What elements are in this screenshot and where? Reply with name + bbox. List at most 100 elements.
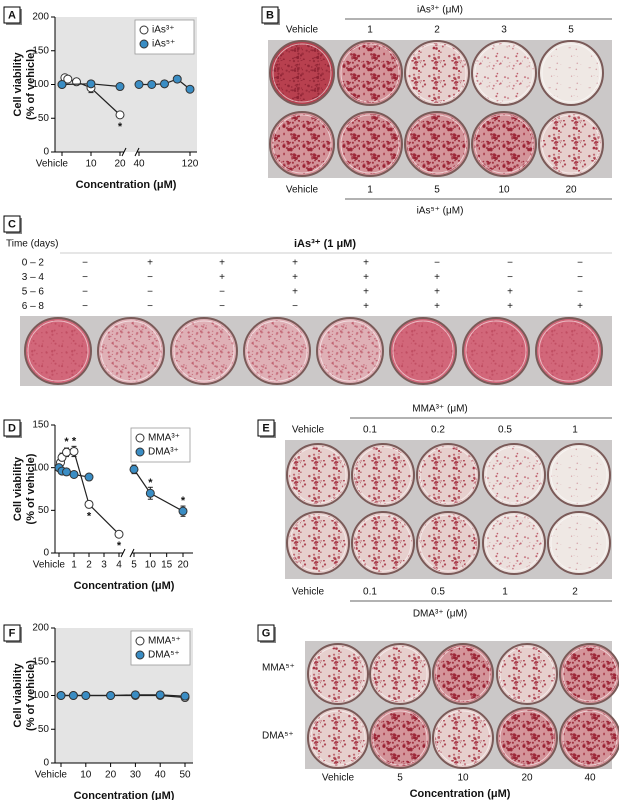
legend-swatch <box>135 636 145 646</box>
significance-marker: * <box>118 121 123 133</box>
axis-break <box>120 548 126 558</box>
column-label: 1 <box>572 425 578 436</box>
dish-rim <box>392 320 454 382</box>
x-tick-label: 40 <box>133 159 145 170</box>
cell-symbol: − <box>507 272 513 283</box>
y-axis-title: Cell viability <box>12 456 24 521</box>
data-point <box>115 110 125 120</box>
column-label: 5 <box>434 185 440 196</box>
column-label: 5 <box>397 773 403 784</box>
dish-texture <box>392 320 454 382</box>
column-label: 5 <box>568 25 574 36</box>
cell-symbol: − <box>147 301 153 312</box>
column-label: 2 <box>434 25 440 36</box>
dish-rim <box>499 646 555 702</box>
x-tick-label: 40 <box>155 770 167 781</box>
y-tick-label: 100 <box>32 690 49 701</box>
dish-texture <box>499 710 555 766</box>
dish-texture <box>407 114 467 174</box>
cell-symbol: − <box>577 272 583 283</box>
panel-label-box <box>261 6 279 24</box>
significance-marker: * <box>87 510 92 522</box>
panel-label-box <box>3 419 21 437</box>
cell-symbol: + <box>507 301 513 312</box>
x-tick-label: 20 <box>114 159 126 170</box>
legend-swatch <box>135 447 145 457</box>
dish-rim <box>538 320 600 382</box>
group-title: iAs⁵⁺ (μM) <box>417 206 464 217</box>
dish-rim <box>541 114 601 174</box>
y-tick-label: 0 <box>43 758 49 769</box>
dish-texture <box>541 43 601 103</box>
dish-rim <box>419 514 477 572</box>
column-label: 20 <box>521 773 533 784</box>
legend-label: DMA⁵⁺ <box>148 650 180 661</box>
x-tick-label: 30 <box>130 770 142 781</box>
cell-symbol: − <box>292 301 298 312</box>
cell-symbol: + <box>434 287 440 298</box>
data-point <box>86 79 96 89</box>
data-point <box>62 467 71 477</box>
dish-rim <box>407 43 467 103</box>
treatment-title: iAs³⁺ (1 μM) <box>294 238 356 250</box>
row-label: 6 – 8 <box>22 301 45 312</box>
cell-symbol: + <box>292 287 298 298</box>
column-label: Vehicle <box>286 25 319 36</box>
y-tick-label: 150 <box>32 45 49 56</box>
dish-texture <box>435 646 491 702</box>
column-label: 20 <box>565 185 577 196</box>
dish-rim <box>319 320 381 382</box>
cell-symbol: + <box>219 258 225 269</box>
dish-texture <box>435 710 491 766</box>
data-point <box>172 74 182 84</box>
row-label: 5 – 6 <box>22 287 45 298</box>
y-axis-title: Cell viability <box>12 52 24 117</box>
dish-texture <box>419 446 477 504</box>
data-point <box>145 488 155 498</box>
data-point <box>106 691 116 700</box>
data-point <box>114 529 124 539</box>
column-label: Vehicle <box>322 773 355 784</box>
significance-marker: * <box>72 435 77 447</box>
x-tick-label: 50 <box>179 770 191 781</box>
x-tick-label: 20 <box>105 770 117 781</box>
data-point <box>81 691 91 700</box>
dish-texture <box>474 43 534 103</box>
row-label: 3 – 4 <box>22 272 45 283</box>
cell-symbol: − <box>82 301 88 312</box>
significance-marker: * <box>148 477 153 489</box>
x-tick-label: 2 <box>86 560 92 571</box>
y-tick-label: 100 <box>32 462 49 473</box>
x-tick-label: 3 <box>101 560 107 571</box>
cell-symbol: + <box>363 258 369 269</box>
data-point <box>69 446 79 456</box>
dish-texture <box>310 710 366 766</box>
panel-label: F <box>9 627 16 639</box>
data-point <box>63 74 73 84</box>
dish-rim <box>474 43 534 103</box>
cell-symbol: − <box>82 258 88 269</box>
dish-rim <box>372 646 428 702</box>
legend-swatch <box>135 433 145 443</box>
significance-marker: * <box>117 540 122 552</box>
y-axis-title: (% of vehicle) <box>25 453 37 524</box>
dish-texture <box>27 320 89 382</box>
x-tick-label: Vehicle <box>36 159 69 170</box>
dish-rim <box>407 114 467 174</box>
dish-rim <box>562 646 618 702</box>
column-label: 0.5 <box>431 587 445 598</box>
column-label: 1 <box>367 25 373 36</box>
x-tick-label: 15 <box>161 560 173 571</box>
dish-rim <box>354 514 412 572</box>
column-label: Vehicle <box>292 587 325 598</box>
panel-label: D <box>8 422 16 434</box>
dish-rim <box>485 514 543 572</box>
legend-label: DMA³⁺ <box>148 447 179 458</box>
cell-symbol: − <box>577 287 583 298</box>
data-point <box>178 506 188 516</box>
dish-rim <box>550 446 608 504</box>
dish-rim <box>289 446 347 504</box>
cell-symbol: + <box>577 301 583 312</box>
data-point <box>84 472 94 482</box>
